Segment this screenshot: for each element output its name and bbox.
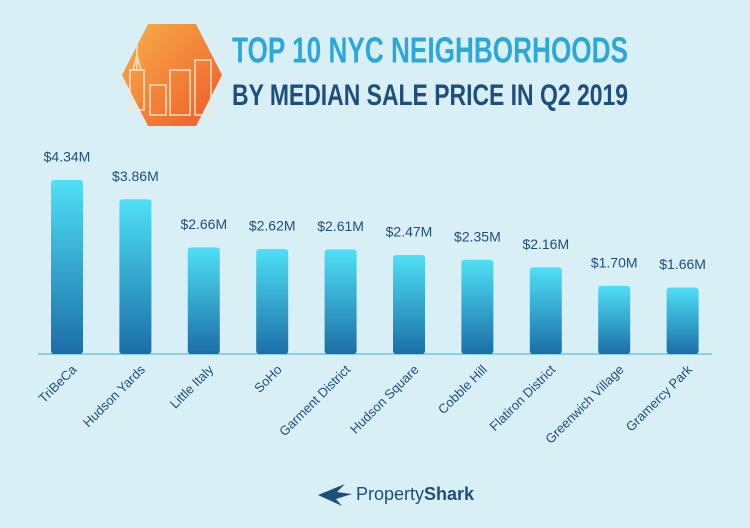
chart-subtitle: BY MEDIAN SALE PRICE IN Q2 2019 — [232, 79, 628, 112]
value-label: $3.86M — [112, 168, 159, 184]
value-label: $4.34M — [44, 149, 91, 165]
value-label: $1.70M — [591, 255, 638, 271]
bar — [529, 267, 562, 354]
brand-logo: PropertyShark — [318, 484, 475, 506]
bar — [598, 285, 631, 354]
bar — [256, 248, 289, 354]
bar — [666, 287, 699, 354]
brand-name: PropertyShark — [356, 484, 475, 504]
value-label: $2.16M — [522, 236, 569, 252]
value-label: $2.66M — [180, 216, 227, 232]
bar — [51, 180, 83, 354]
bar — [393, 254, 425, 354]
logo-icon — [122, 24, 222, 126]
brand-part: Property — [356, 484, 424, 504]
bar — [119, 199, 152, 354]
bar — [461, 259, 494, 354]
value-label: $2.62M — [249, 218, 296, 234]
chart-title: TOP 10 NYC NEIGHBORHOODS — [232, 30, 628, 71]
value-label: $2.35M — [454, 228, 501, 244]
value-label: $2.61M — [317, 218, 364, 234]
value-label: $1.66M — [659, 256, 706, 272]
bar — [324, 249, 357, 354]
value-label: $2.47M — [386, 224, 433, 240]
brand-icon — [318, 484, 352, 506]
brand-part: Shark — [424, 484, 475, 504]
bar — [187, 247, 220, 354]
